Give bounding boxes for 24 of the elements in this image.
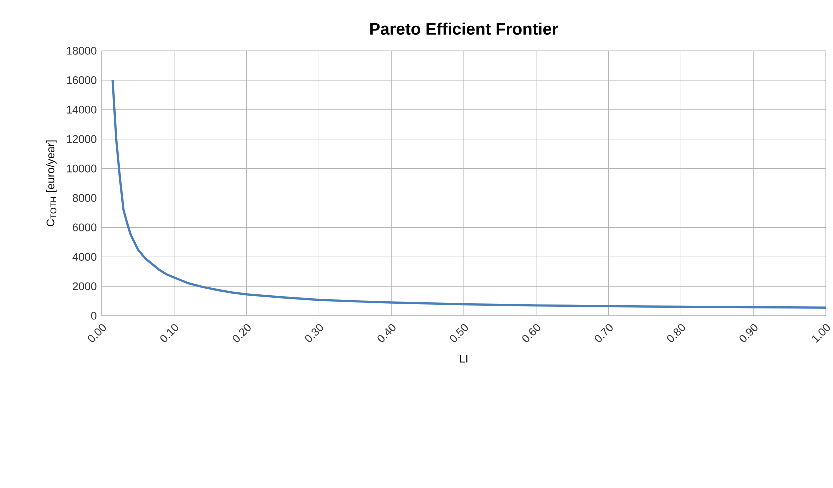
- chart-title: Pareto Efficient Frontier: [370, 22, 558, 36]
- x-tick-label: 0.90: [740, 324, 758, 342]
- y-tick-label: 2000: [73, 282, 97, 290]
- x-tick-label: 0.40: [378, 324, 396, 342]
- line-series: [112, 79, 826, 310]
- y-axis-title: C$_{TOTH}$ [euro/year]: [46, 140, 57, 226]
- x-tick-label: 0.70: [594, 324, 613, 342]
- x-axis-title: LI: [460, 355, 468, 363]
- x-tick-label: 0.80: [667, 324, 686, 342]
- y-tick-label: 10000: [67, 164, 97, 173]
- y-tick-label: 0: [91, 312, 97, 320]
- x-tick-label: 0.60: [522, 324, 541, 342]
- y-tick-label: 6000: [73, 224, 97, 232]
- x-tick-label: 0.50: [450, 324, 468, 342]
- x-tick-label: 0.20: [232, 324, 251, 342]
- x-tick-label: 0.30: [305, 324, 324, 342]
- y-tick-label: 12000: [67, 135, 97, 144]
- y-tick-label: 4000: [72, 253, 97, 262]
- y-tick-label: 14000: [67, 106, 97, 114]
- x-tick-label: 0.10: [160, 324, 179, 342]
- y-tick-label: 18000: [67, 47, 97, 55]
- y-tick-label: 8000: [72, 194, 97, 202]
- x-tick-label: 0.00: [88, 324, 106, 342]
- y-tick-label: 16000: [67, 76, 97, 84]
